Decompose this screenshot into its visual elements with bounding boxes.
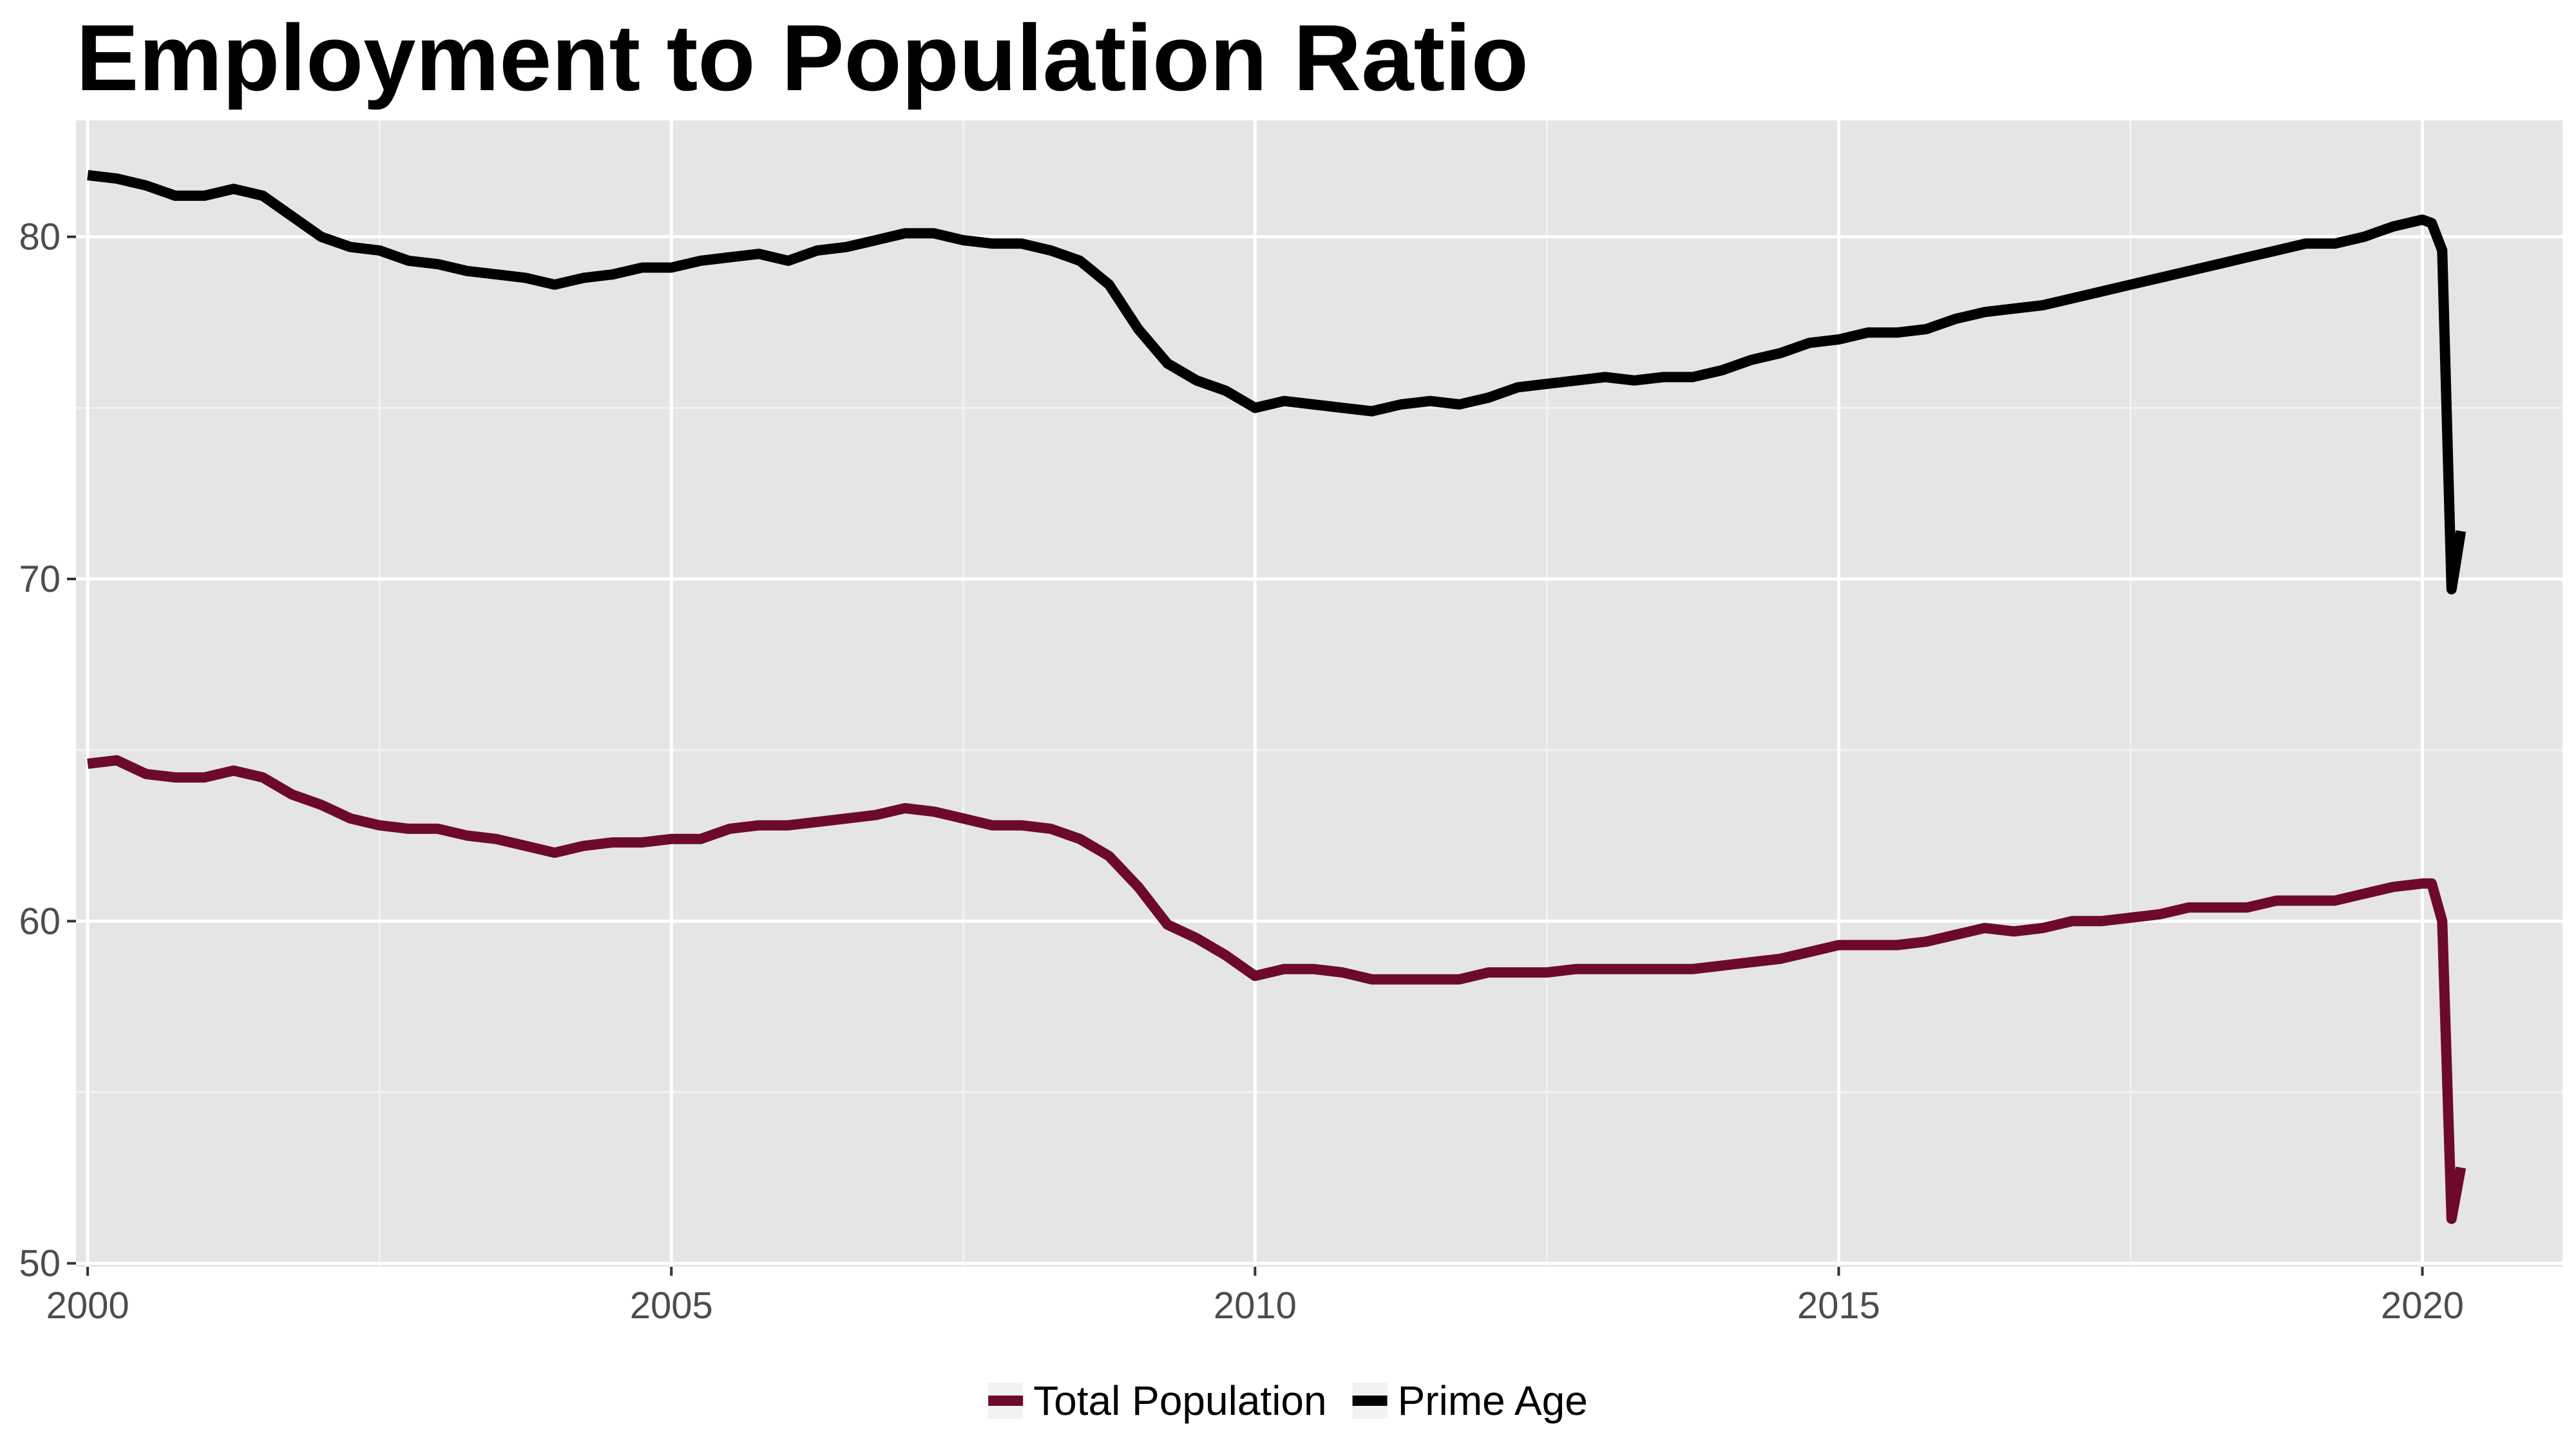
- legend-label: Total Population: [1033, 1378, 1326, 1424]
- y-tick-label: 60: [19, 900, 61, 942]
- y-axis-tick-labels: 50 60 70 80: [19, 216, 61, 1285]
- legend-item: Prime Age: [1352, 1378, 1588, 1424]
- series-line-prime-age: [87, 170, 2466, 594]
- legend: Total Population Prime Age: [988, 1378, 1588, 1424]
- x-axis-tick-labels: 2000 2005 2010 2015 2020: [46, 1285, 2464, 1327]
- plot-panel: [76, 120, 2562, 1267]
- x-tick-label: 2010: [1214, 1285, 1297, 1327]
- axis-ticks: [67, 235, 2424, 1276]
- series-line-total-population: [87, 755, 2466, 1224]
- minor-gridlines: [76, 120, 2562, 1267]
- x-tick-label: 2015: [1797, 1285, 1880, 1327]
- major-gridlines: [76, 120, 2562, 1267]
- x-tick-label: 2005: [630, 1285, 713, 1327]
- y-tick-label: 70: [19, 558, 61, 600]
- y-tick-label: 80: [19, 216, 61, 258]
- legend-label: Prime Age: [1398, 1378, 1588, 1424]
- x-tick-label: 2020: [2381, 1285, 2464, 1327]
- x-tick-label: 2000: [46, 1285, 129, 1327]
- series-lines: [87, 170, 2466, 1224]
- y-tick-label: 50: [19, 1243, 61, 1285]
- legend-item: Total Population: [988, 1378, 1327, 1424]
- chart-title: Employment to Population Ratio: [76, 5, 1529, 110]
